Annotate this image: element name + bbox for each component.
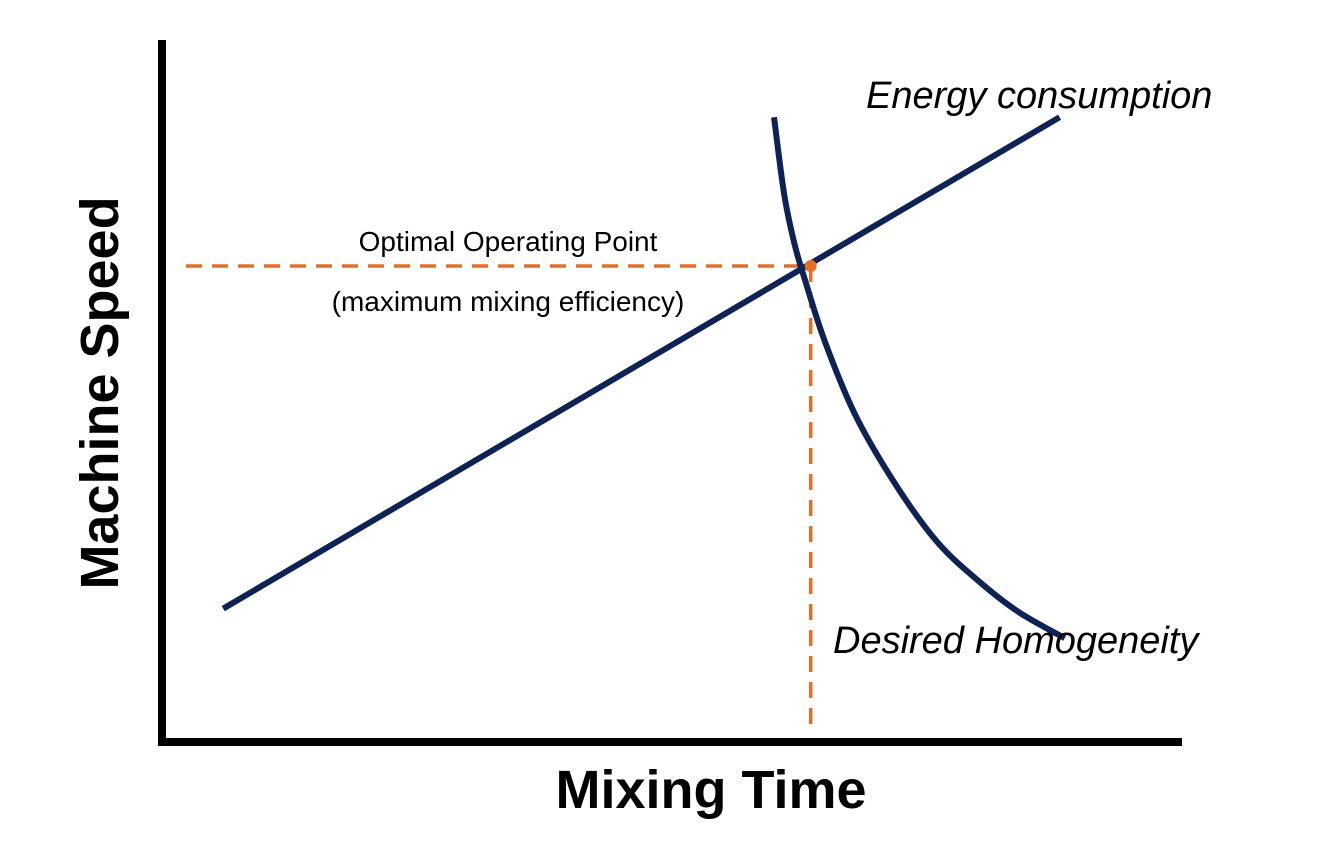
series-line-energy-consumption [221,114,1062,612]
optimal-point-label: Optimal Operating Point [359,226,658,257]
optimal-point-sublabel: (maximum mixing efficiency) [332,286,685,317]
y-axis-title: Machine Speed [70,196,130,589]
series-line-desired-homogeneity [771,116,1067,641]
x-axis-title: Mixing Time [555,760,866,820]
series-label-energy-consumption: Energy consumption [866,75,1212,117]
optimal-point-marker [804,260,817,273]
series-label-desired-homogeneity: Desired Homogeneity [833,620,1200,662]
